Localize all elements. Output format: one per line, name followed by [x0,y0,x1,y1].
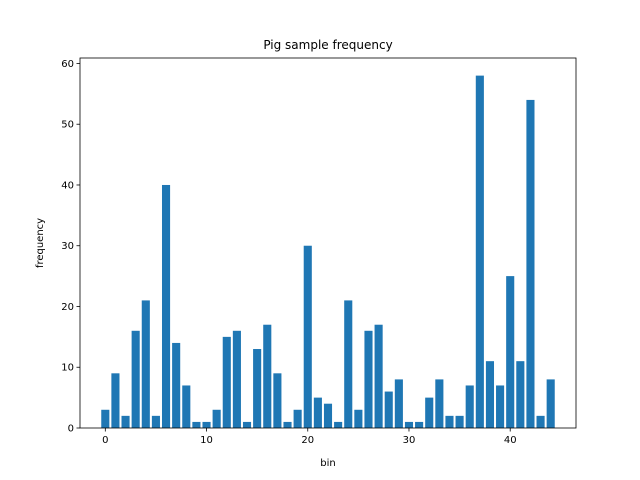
bar-bin-4 [141,300,150,428]
bar-bin-14 [242,421,252,428]
bar-bin-12 [222,336,231,428]
bar-bin-7 [172,342,181,428]
bar-bin-11 [212,409,221,428]
bar-bin-28 [384,391,393,428]
bar-bin-9 [192,421,201,428]
bar-bin-19 [293,409,302,428]
bar-bin-40 [506,276,515,428]
bar-bin-25 [354,409,363,428]
chart-title: Pig sample frequency [263,38,392,52]
bar-bin-0 [101,409,110,428]
bar-bin-16 [263,324,272,428]
y-tick-label: 30 [61,241,74,252]
y-axis-ticks: 0 10 20 30 40 50 60 [61,59,80,435]
y-tick-label: 50 [61,120,74,131]
bar-bin-6 [161,184,171,428]
bar-bin-15 [253,349,262,428]
bar-bin-36 [465,385,474,428]
bar-bin-8 [182,385,191,428]
bar-bin-42 [526,99,535,429]
bar-bin-31 [415,421,424,428]
bar-bin-26 [364,330,373,428]
bars-group [101,75,555,429]
bar-bin-20 [303,245,312,428]
bar-bin-34 [445,415,454,428]
bar-bin-44 [546,379,555,428]
bar-bin-38 [485,361,495,428]
bar-bin-32 [425,397,434,428]
y-tick-label: 0 [68,424,74,435]
bar-bin-2 [121,415,130,428]
bar-bin-37 [475,75,484,429]
bar-bin-27 [374,324,383,428]
plot-frame [79,57,577,429]
x-axis-label: bin [320,458,335,469]
y-tick-label: 10 [61,363,74,374]
y-tick-label: 20 [61,302,74,313]
bar-bin-13 [232,330,241,428]
bar-bin-18 [283,421,292,428]
bar-bin-21 [313,397,322,428]
bar-bin-41 [516,361,525,428]
bar-bin-23 [334,421,343,428]
x-tick-label: 0 [102,435,108,446]
bar-bin-33 [435,379,444,428]
bar-bin-3 [131,330,140,428]
bar-bin-5 [151,415,160,428]
bar-bin-29 [394,379,403,428]
x-axis-ticks: 0 10 20 30 40 [102,428,517,446]
x-tick-label: 20 [301,435,314,446]
x-tick-label: 40 [504,435,517,446]
bar-bin-43 [536,415,545,428]
bar-bin-39 [496,385,505,428]
y-tick-label: 60 [61,59,74,70]
bar-bin-1 [111,373,120,428]
bar-bin-30 [404,421,414,428]
bar-bin-24 [344,300,353,428]
y-tick-label: 40 [61,180,74,191]
bar-bin-17 [273,373,282,428]
x-tick-label: 30 [403,435,416,446]
y-axis-label: frequency [35,218,46,268]
bar-bin-35 [455,415,464,428]
bar-bin-22 [323,403,333,428]
x-tick-label: 10 [200,435,213,446]
bar-bin-10 [202,421,211,428]
